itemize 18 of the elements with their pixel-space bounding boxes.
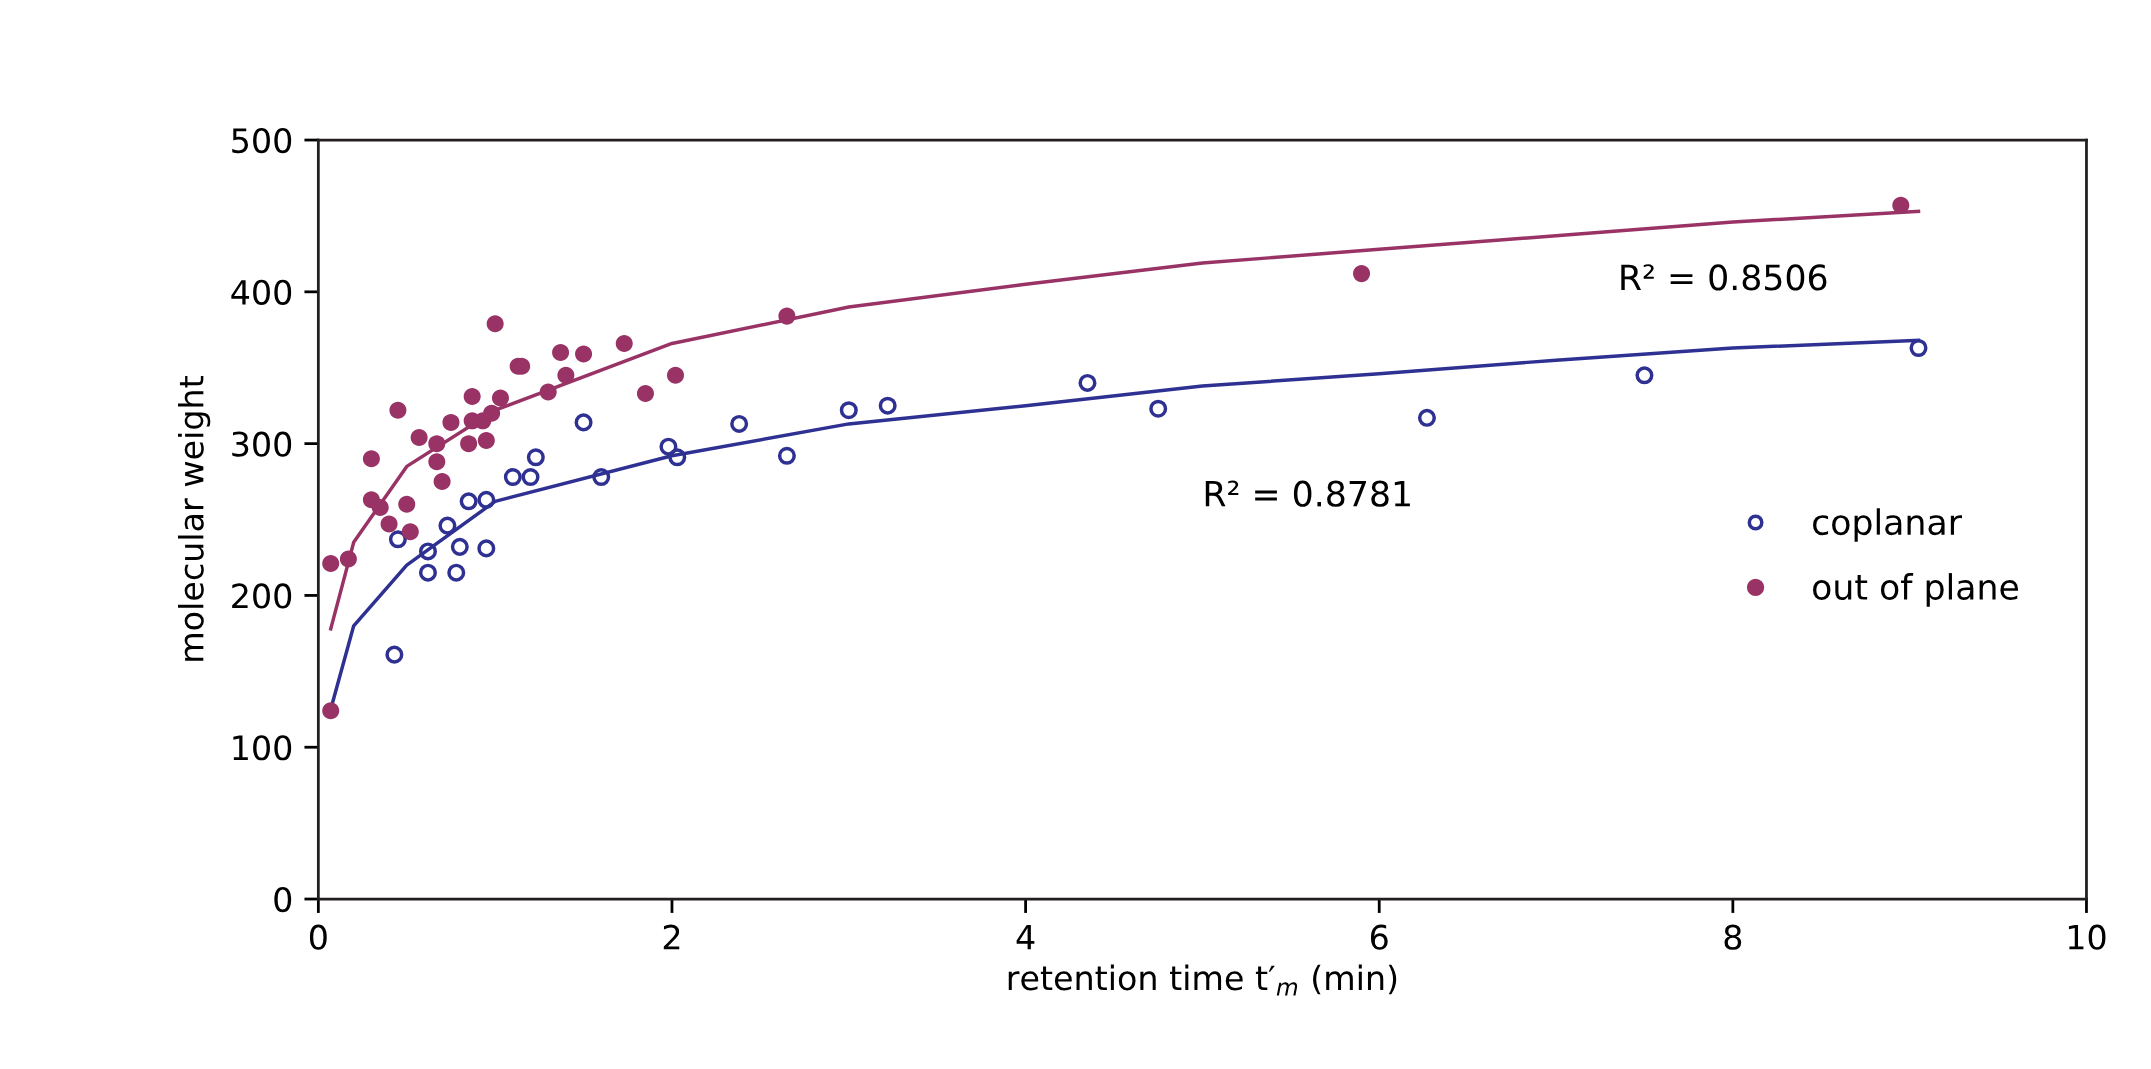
- y-tick-label: 200: [232, 583, 292, 609]
- x-tick-label: 8: [1724, 924, 1742, 950]
- x-tick-label: 0: [309, 924, 327, 950]
- annotation: R² = 0.8506: [1621, 264, 1827, 291]
- legend-label: coplanar: [1813, 508, 1962, 542]
- y-tick-label: 400: [231, 279, 292, 305]
- y-tick-label: 100: [233, 735, 292, 761]
- x-tick-label: 4: [1016, 925, 1035, 950]
- y-tick-label: 300: [232, 431, 292, 457]
- x-tick-label: 2: [663, 924, 680, 950]
- x-axis-title: retention time t′$_{m}$ (min): [1008, 964, 1397, 996]
- y-tick-label: 0: [274, 886, 292, 913]
- annotation: R² = 0.8781: [1205, 480, 1410, 507]
- x-tick-label: 6: [1370, 924, 1388, 950]
- y-axis-title: molecular weight: [178, 376, 211, 661]
- legend-label: out of plane: [1813, 573, 2019, 607]
- y-tick-label: 500: [232, 127, 292, 154]
- x-tick-label: 10: [2068, 924, 2106, 950]
